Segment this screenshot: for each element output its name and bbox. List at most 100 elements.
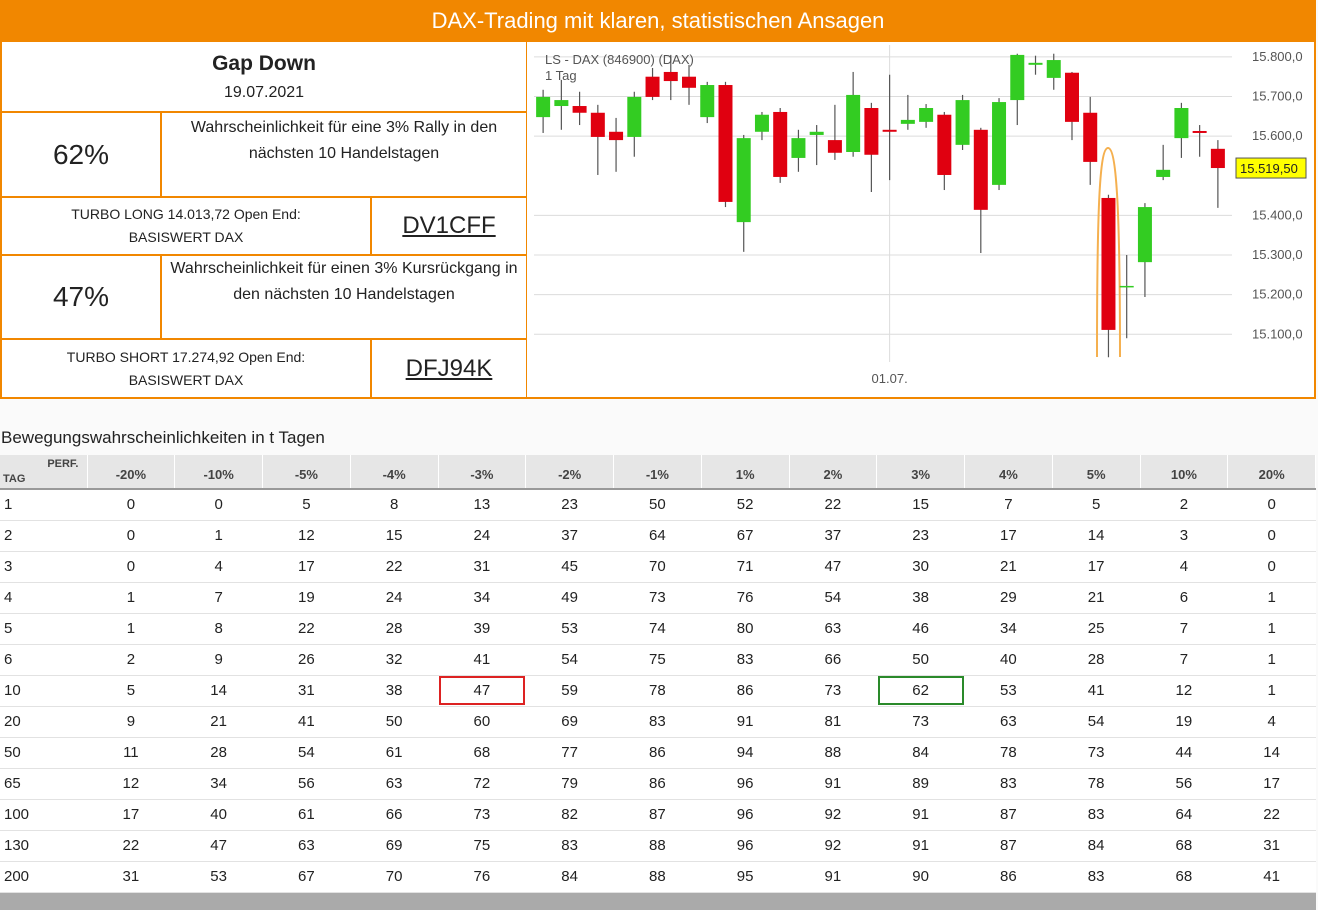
value-cell: 40 (964, 644, 1053, 676)
day-cell: 65 (0, 768, 87, 800)
candle-body (791, 138, 806, 158)
value-cell: 14 (1052, 520, 1140, 552)
column-header: 1% (701, 455, 790, 490)
day-cell: 130 (0, 830, 87, 862)
value-cell: 66 (789, 644, 877, 676)
value-cell: 9 (174, 644, 263, 676)
value-cell: 34 (438, 582, 526, 614)
value-cell: 13 (438, 489, 526, 521)
value-cell: 66 (350, 799, 438, 831)
value-cell: 19 (1140, 706, 1228, 738)
candle-body (536, 96, 551, 118)
value-cell: 31 (87, 861, 175, 893)
value-cell: 63 (262, 830, 351, 862)
candle-body (864, 108, 879, 155)
value-cell: 21 (174, 706, 263, 738)
candle-body (955, 100, 970, 145)
value-cell: 34 (174, 768, 263, 800)
value-cell: 12 (1140, 675, 1228, 707)
value-cell: 67 (262, 861, 351, 893)
value-cell: 61 (262, 799, 351, 831)
value-cell: 28 (174, 737, 263, 769)
chart-title: LS - DAX (846900) (DAX) (545, 52, 694, 67)
long-product: TURBO LONG 14.013,72 Open End: BASISWERT… (2, 198, 372, 256)
candle-body (1083, 112, 1098, 162)
probability-table: PERF. TAG -20% -10% -5% -4% -3% -2% -1% 1% 2% 3% 4… (0, 455, 1316, 893)
value-cell: 89 (876, 768, 965, 800)
value-cell: 91 (789, 861, 877, 893)
column-header: 2% (789, 455, 878, 490)
value-cell: 75 (438, 830, 526, 862)
table-title: Bewegungswahrscheinlichkeiten in t Tagen (1, 428, 325, 447)
value-cell: 81 (789, 706, 877, 738)
candle-body (846, 94, 861, 152)
value-cell: 6 (1140, 582, 1228, 614)
value-cell: 63 (350, 768, 438, 800)
value-cell: 90 (876, 861, 965, 893)
column-header: -4% (350, 455, 439, 490)
y-tick-label: 15.600,0 (1252, 128, 1303, 143)
value-cell: 83 (964, 768, 1053, 800)
candle-body (682, 76, 697, 88)
short-product-name: TURBO SHORT 17.274,92 Open End: (66, 348, 306, 365)
value-cell: 7 (1140, 644, 1228, 676)
value-cell: 26 (262, 644, 351, 676)
table-row: 50 11 28 54 61 68 77 86 94 88 84 78 73 44 14 (0, 737, 1316, 769)
long-text: Wahrscheinlichkeit für eine 3% Rally in … (162, 113, 526, 198)
value-cell: 71 (701, 551, 789, 583)
candle-body (827, 140, 842, 153)
day-cell: 20 (0, 706, 87, 738)
value-cell: 88 (613, 861, 702, 893)
candle-body (718, 85, 733, 202)
column-header: -20% (87, 455, 176, 490)
day-cell: 50 (0, 737, 87, 769)
candle-body (809, 131, 824, 135)
candle-body (1046, 60, 1061, 78)
value-cell: 84 (525, 861, 614, 893)
value-cell: 22 (350, 551, 438, 583)
signal-panel: Gap Down 19.07.2021 62% Wahrscheinlichke… (0, 42, 528, 399)
short-underlying: BASISWERT DAX (128, 371, 244, 388)
candle-body (645, 76, 660, 97)
value-cell: 78 (1052, 768, 1140, 800)
value-cell: 0 (87, 520, 175, 552)
value-cell: 84 (876, 737, 965, 769)
chart-subtitle: 1 Tag (545, 68, 577, 83)
value-cell: 23 (876, 520, 965, 552)
price-tag-label: 15.519,50 (1240, 161, 1298, 176)
value-cell: 70 (350, 861, 438, 893)
column-header: -1% (613, 455, 702, 490)
column-header: 10% (1140, 455, 1229, 490)
value-cell: 17 (1052, 551, 1140, 583)
y-tick-label: 15.300,0 (1252, 247, 1303, 262)
value-cell: 59 (525, 675, 614, 707)
short-wkn-link[interactable]: DFJ94K (405, 354, 493, 382)
value-cell: 40 (174, 799, 263, 831)
signal-head: Gap Down 19.07.2021 (2, 42, 526, 113)
value-cell: 22 (262, 613, 351, 645)
value-cell: 83 (1052, 861, 1140, 893)
value-cell: 37 (525, 520, 614, 552)
long-product-name: TURBO LONG 14.013,72 Open End: (71, 206, 301, 222)
value-cell: 8 (174, 613, 263, 645)
value-cell: 56 (1140, 768, 1228, 800)
column-header: 5% (1052, 455, 1141, 490)
value-cell: 96 (701, 830, 789, 862)
value-cell: 87 (613, 799, 702, 831)
candle-body (882, 129, 897, 132)
long-wkn-link[interactable]: DV1CFF (402, 212, 496, 239)
table-row: 200 31 53 67 70 76 84 88 95 91 90 86 83 68 41 (0, 861, 1316, 893)
value-cell: 1 (87, 613, 175, 645)
candle-body (973, 129, 988, 210)
value-cell: 68 (1140, 861, 1228, 893)
candle-body (1174, 108, 1189, 139)
candle-body (1119, 285, 1134, 288)
value-cell: 83 (525, 830, 614, 862)
candle-body (590, 112, 605, 137)
value-cell: 77 (525, 737, 614, 769)
column-header: 3% (876, 455, 965, 490)
value-cell: 53 (525, 613, 614, 645)
value-cell: 1 (1227, 582, 1316, 614)
candle-body (663, 71, 678, 82)
